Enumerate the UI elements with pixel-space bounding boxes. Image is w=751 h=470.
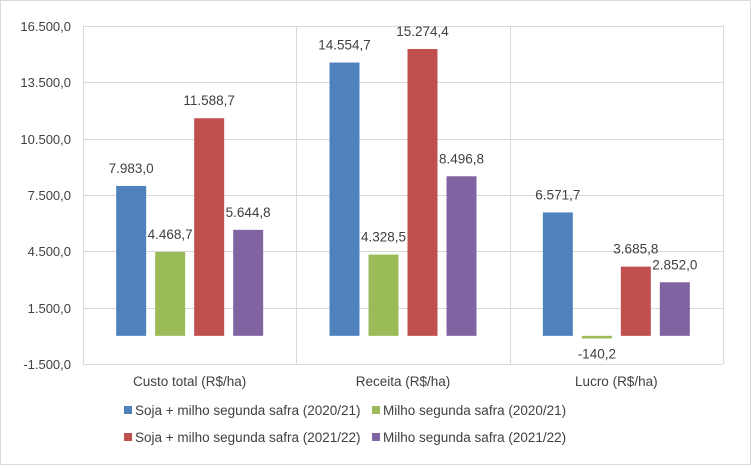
bar — [581, 335, 612, 339]
y-tick-label: 13.500,0 — [20, 75, 71, 90]
data-label: 15.274,4 — [396, 24, 449, 39]
bar — [407, 49, 438, 336]
bar — [620, 266, 651, 336]
legend-swatch — [372, 406, 380, 414]
y-axis-ticks: -1.500,0 1.500,0 4.500,0 7.500,0 10.500,0 13.… — [20, 19, 71, 372]
data-label: 4.468,7 — [148, 227, 193, 242]
legend-label: Milho segunda safra (2021/22) — [383, 430, 566, 445]
legend-swatch — [124, 406, 132, 414]
y-tick-label: -1.500,0 — [23, 357, 71, 372]
legend: Soja + milho segunda safra (2020/21) Milh… — [124, 403, 566, 445]
bar — [368, 254, 399, 336]
y-tick-label: 4.500,0 — [28, 244, 71, 259]
x-category-label: Custo total (R$/ha) — [133, 374, 246, 389]
bar — [329, 62, 360, 336]
bar — [542, 212, 573, 336]
bar — [659, 282, 690, 336]
x-axis-categories: Custo total (R$/ha) Receita (R$/ha) Lucro … — [133, 374, 658, 389]
y-tick-label: 7.500,0 — [28, 188, 71, 203]
x-category-label: Lucro (R$/ha) — [575, 374, 658, 389]
y-tick-label: 10.500,0 — [20, 132, 71, 147]
data-label: 4.328,5 — [361, 230, 406, 245]
bar — [155, 251, 186, 336]
data-label: 7.983,0 — [109, 161, 154, 176]
gridlines — [83, 26, 724, 365]
data-label: 6.571,7 — [535, 187, 580, 202]
data-label: 2.852,0 — [652, 257, 697, 272]
bar — [446, 176, 477, 336]
y-tick-label: 16.500,0 — [20, 19, 71, 34]
data-label: 14.554,7 — [318, 38, 371, 53]
bar — [233, 229, 264, 336]
legend-swatch — [124, 433, 132, 441]
data-label: -140,2 — [578, 346, 616, 361]
data-label: 11.588,7 — [183, 93, 235, 108]
data-labels: 7.983,0 4.468,7 11.588,7 5.644,8 14.554,7 4.3… — [109, 24, 698, 361]
x-category-label: Receita (R$/ha) — [356, 374, 451, 389]
bar — [194, 118, 225, 336]
legend-swatch — [372, 433, 380, 441]
legend-label: Milho segunda safra (2020/21) — [383, 403, 566, 418]
data-label: 3.685,8 — [613, 242, 658, 257]
legend-label: Soja + milho segunda safra (2020/21) — [135, 403, 361, 418]
bars — [116, 49, 690, 339]
data-label: 8.496,8 — [439, 151, 484, 166]
data-label: 5.644,8 — [226, 205, 271, 220]
y-tick-label: 1.500,0 — [28, 301, 71, 316]
legend-label: Soja + milho segunda safra (2021/22) — [135, 430, 361, 445]
bar — [116, 185, 147, 336]
